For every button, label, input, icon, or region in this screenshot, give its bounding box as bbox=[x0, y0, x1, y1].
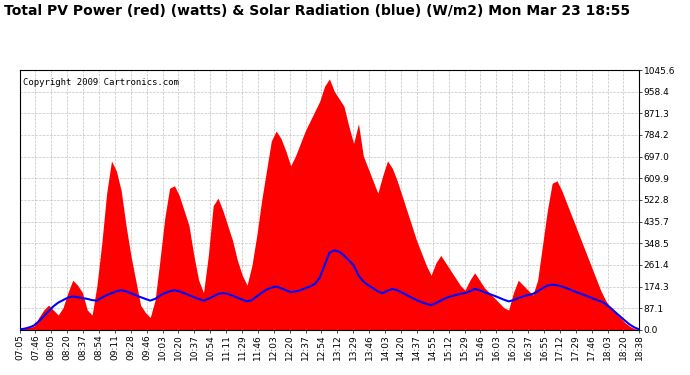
Text: Copyright 2009 Cartronics.com: Copyright 2009 Cartronics.com bbox=[23, 78, 179, 87]
Text: Total PV Power (red) (watts) & Solar Radiation (blue) (W/m2) Mon Mar 23 18:55: Total PV Power (red) (watts) & Solar Rad… bbox=[4, 4, 631, 18]
